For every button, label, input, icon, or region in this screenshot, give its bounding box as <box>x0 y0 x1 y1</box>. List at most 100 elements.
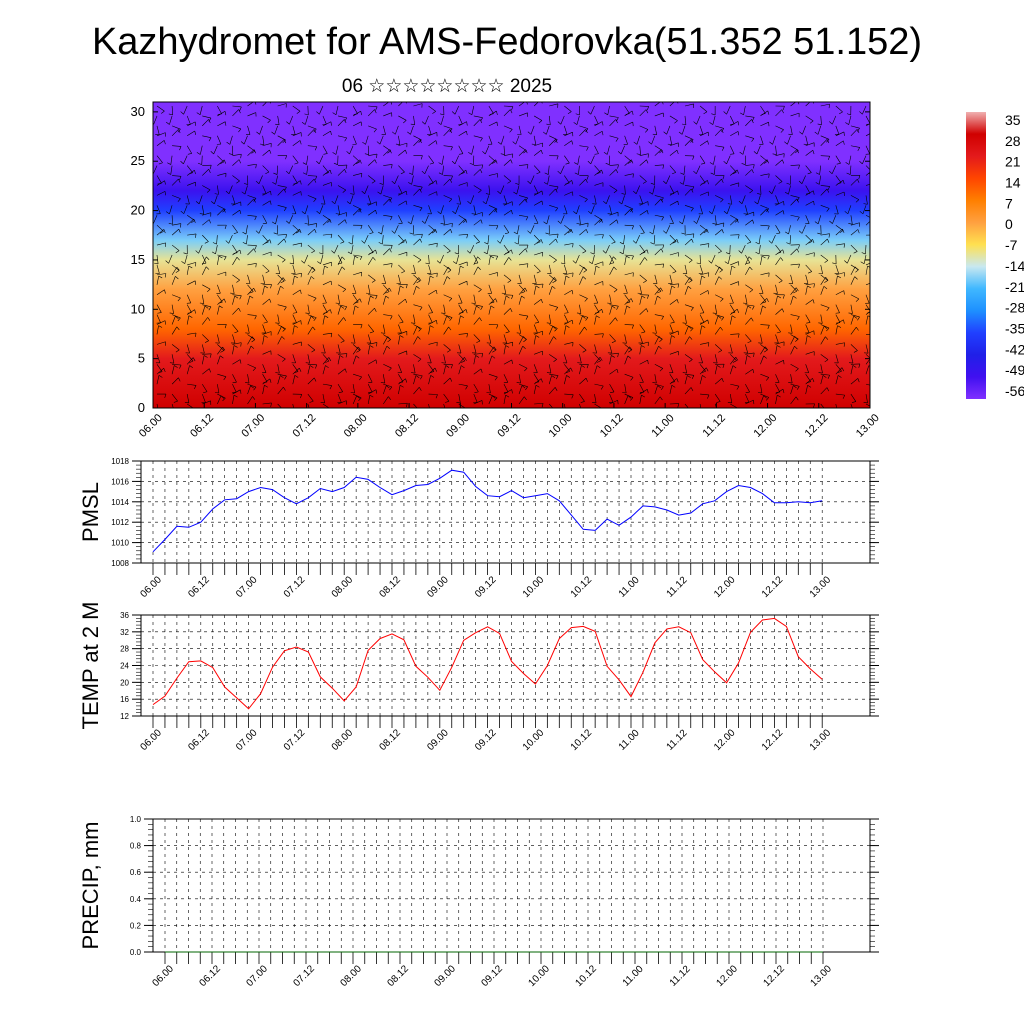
wind-barb <box>398 264 406 272</box>
wind-barb-flag <box>582 276 587 280</box>
wind-barb <box>760 185 762 195</box>
wind-barb-flag <box>199 302 204 304</box>
wind-barb-flag <box>475 241 480 244</box>
wind-barb <box>187 130 195 137</box>
wind-barb-flag <box>480 137 483 142</box>
wind-barb <box>549 205 558 209</box>
wind-barb <box>458 195 461 205</box>
wind-barb-flag <box>600 385 604 390</box>
wind-barb-flag <box>233 232 238 234</box>
wind-barb-flag <box>300 320 302 325</box>
wind-barb <box>473 266 479 276</box>
wind-barb <box>609 234 616 243</box>
wind-barb-flag <box>254 315 257 320</box>
wind-barb-flag <box>527 230 531 234</box>
wind-barb <box>292 320 301 325</box>
wind-barb-flag <box>812 239 815 244</box>
wind-barb-flag <box>633 141 638 145</box>
wind-barb <box>276 165 278 175</box>
wind-barb-flag <box>859 211 864 215</box>
wind-barb-flag <box>505 394 510 398</box>
wind-barb <box>322 315 325 325</box>
wind-barb <box>729 195 733 205</box>
wind-barb <box>533 324 538 334</box>
wind-barb <box>820 264 823 274</box>
wind-barb-flag <box>420 155 423 160</box>
wind-barb-flag <box>602 250 607 254</box>
wind-barb <box>470 195 475 204</box>
wind-barb-flag <box>316 160 320 165</box>
wind-barb <box>760 305 763 315</box>
wind-barb <box>549 233 559 236</box>
wind-barb-flag <box>154 262 159 265</box>
wind-barb <box>533 190 543 196</box>
wind-barb <box>564 175 570 184</box>
wind-barb-flag <box>837 275 842 279</box>
wind-barb-flag <box>451 160 456 165</box>
wind-barb-flag <box>400 285 404 289</box>
wind-barb <box>349 195 354 205</box>
wind-barb-flag <box>280 280 285 284</box>
wind-barb-flag <box>737 308 739 313</box>
wind-barb <box>620 145 625 155</box>
wind-barb-flag <box>314 146 318 151</box>
wind-barb-flag <box>526 164 529 169</box>
wind-barb-flag <box>737 333 740 338</box>
y-tick-label: 24 <box>120 662 129 671</box>
wind-barb <box>473 355 476 365</box>
wind-barb <box>805 150 814 156</box>
wind-barb <box>775 388 784 395</box>
wind-barb <box>322 403 330 408</box>
wind-barb-flag <box>463 409 466 412</box>
wind-barb <box>518 149 526 156</box>
wind-barb <box>428 403 430 408</box>
wind-barb <box>337 294 340 304</box>
wind-barb-flag <box>294 162 299 165</box>
wind-barb-flag <box>242 231 247 235</box>
y-tick-label: 12 <box>120 712 129 721</box>
wind-barb <box>726 105 731 115</box>
wind-barb-flag <box>233 394 238 398</box>
wind-barb <box>699 403 702 408</box>
wind-barb <box>862 205 867 214</box>
wind-barb-flag <box>580 401 585 403</box>
wind-barb <box>499 235 505 244</box>
wind-barb-flag <box>232 381 237 384</box>
wind-barb <box>592 254 595 264</box>
wind-barb-flag <box>452 261 457 264</box>
wind-barb-flag <box>658 336 662 340</box>
wind-barb-flag <box>505 295 510 299</box>
wind-barb <box>775 383 781 393</box>
wind-barb-flag <box>611 305 616 309</box>
wind-barb <box>367 324 375 332</box>
wind-barb-flag <box>644 257 648 261</box>
wind-barb <box>398 274 401 284</box>
wind-barb <box>471 105 475 115</box>
wind-barb-flag <box>419 188 422 193</box>
wind-barb <box>669 285 672 295</box>
wind-barb <box>684 286 689 295</box>
wind-barb-flag <box>767 255 770 260</box>
wind-barb <box>579 129 586 137</box>
x-tick-label: 06.12 <box>188 412 216 440</box>
wind-barb-flag <box>166 211 170 215</box>
wind-barb <box>202 212 211 216</box>
wind-barb <box>669 283 679 286</box>
wind-barb-flag <box>405 298 408 303</box>
wind-barb-flag <box>690 208 694 212</box>
wind-barb-flag <box>238 128 242 133</box>
wind-barb <box>530 225 535 234</box>
wind-barb <box>413 103 423 107</box>
wind-barb <box>865 171 870 176</box>
wind-barb <box>156 264 160 274</box>
wind-barb <box>306 165 309 175</box>
wind-barb-flag <box>585 178 588 183</box>
wind-barb <box>805 185 811 194</box>
wind-barb <box>398 165 405 173</box>
x-tick-label: 11.12 <box>665 574 690 599</box>
wind-barb-flag <box>223 159 226 164</box>
wind-barb <box>533 364 538 373</box>
wind-barb-flag <box>365 292 371 294</box>
wind-barb <box>805 351 815 355</box>
wind-barb-flag <box>374 308 377 312</box>
